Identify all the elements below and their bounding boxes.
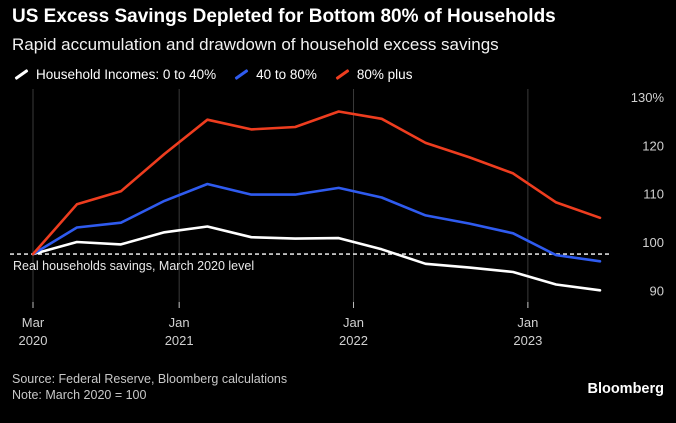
chart-subtitle: Rapid accumulation and drawdown of house… (12, 35, 499, 54)
base-note: Note: March 2020 = 100 (12, 388, 147, 402)
source-note: Source: Federal Reserve, Bloomberg calcu… (12, 372, 288, 386)
chart-title: US Excess Savings Depleted for Bottom 80… (12, 6, 556, 27)
x-tick-label-month: Mar (22, 315, 45, 330)
x-tick-label-year: 2022 (339, 333, 368, 348)
legend-label-high-income: 80% plus (356, 67, 413, 82)
legend-item-mid-income: 40 to 80% (234, 67, 317, 82)
legend: Household Incomes: 0 to 40% 40 to 80% 80… (14, 67, 430, 82)
series-line-mid-income (31, 182, 602, 263)
legend-item-high-income: 80% plus (335, 67, 413, 82)
reference-line-label: Real households savings, March 2020 leve… (13, 259, 254, 273)
y-tick-label: 110 (643, 187, 664, 202)
x-tick-label-month: Jan (517, 315, 538, 330)
bloomberg-logo: Bloomberg (587, 381, 664, 397)
y-tick-label: 120 (642, 138, 664, 153)
x-tick-label-year: 2023 (513, 333, 542, 348)
x-tick-label-year: 2020 (19, 333, 48, 348)
x-tick-label-month: Jan (343, 315, 364, 330)
x-tick-label-year: 2021 (165, 333, 194, 348)
y-tick-label: 90 (650, 283, 664, 298)
legend-label-low-income: Household Incomes: 0 to 40% (36, 67, 217, 82)
legend-item-low-income: Household Incomes: 0 to 40% (14, 67, 216, 82)
legend-label-mid-income: 40 to 80% (256, 67, 317, 82)
y-tick-label: 100 (642, 235, 664, 250)
series-line-low-income (31, 225, 602, 292)
y-tick-label: 130% (631, 90, 665, 105)
series-line-high-income (31, 110, 602, 256)
x-tick-label-month: Jan (169, 315, 190, 330)
